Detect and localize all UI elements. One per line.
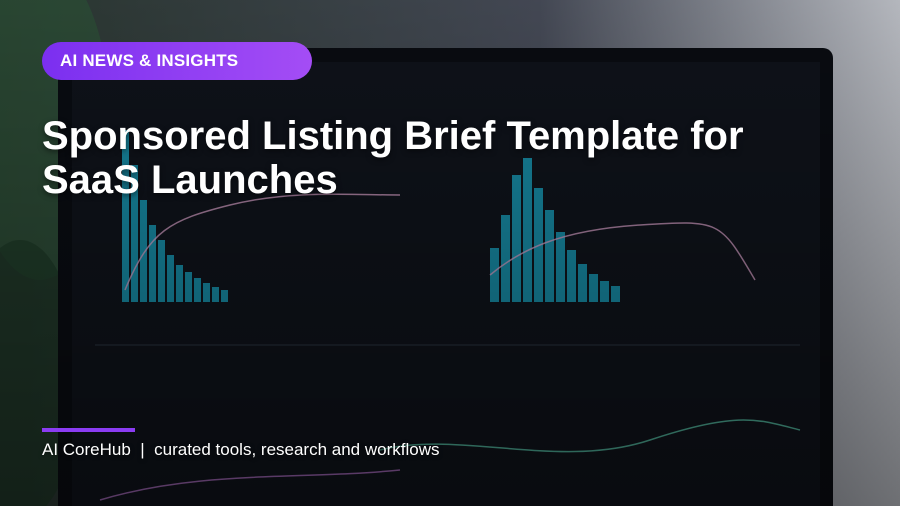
accent-line [42,428,135,432]
category-badge: AI NEWS & INSIGHTS [42,42,312,80]
site-tagline: AI CoreHub | curated tools, research and… [42,440,440,459]
headline: Sponsored Listing Brief Template for Saa… [42,114,744,202]
